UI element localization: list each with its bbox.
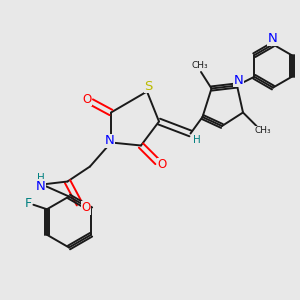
Text: S: S — [144, 80, 153, 93]
Text: H: H — [37, 173, 44, 183]
Text: O: O — [82, 92, 91, 106]
Text: N: N — [36, 179, 45, 193]
Text: H: H — [193, 135, 201, 145]
Text: N: N — [234, 74, 243, 87]
Text: N: N — [105, 134, 114, 148]
Text: CH₃: CH₃ — [191, 61, 208, 70]
Text: F: F — [25, 197, 32, 210]
Text: N: N — [268, 32, 278, 45]
Text: CH₃: CH₃ — [254, 126, 271, 135]
Text: O: O — [82, 201, 91, 214]
Text: O: O — [158, 158, 166, 172]
